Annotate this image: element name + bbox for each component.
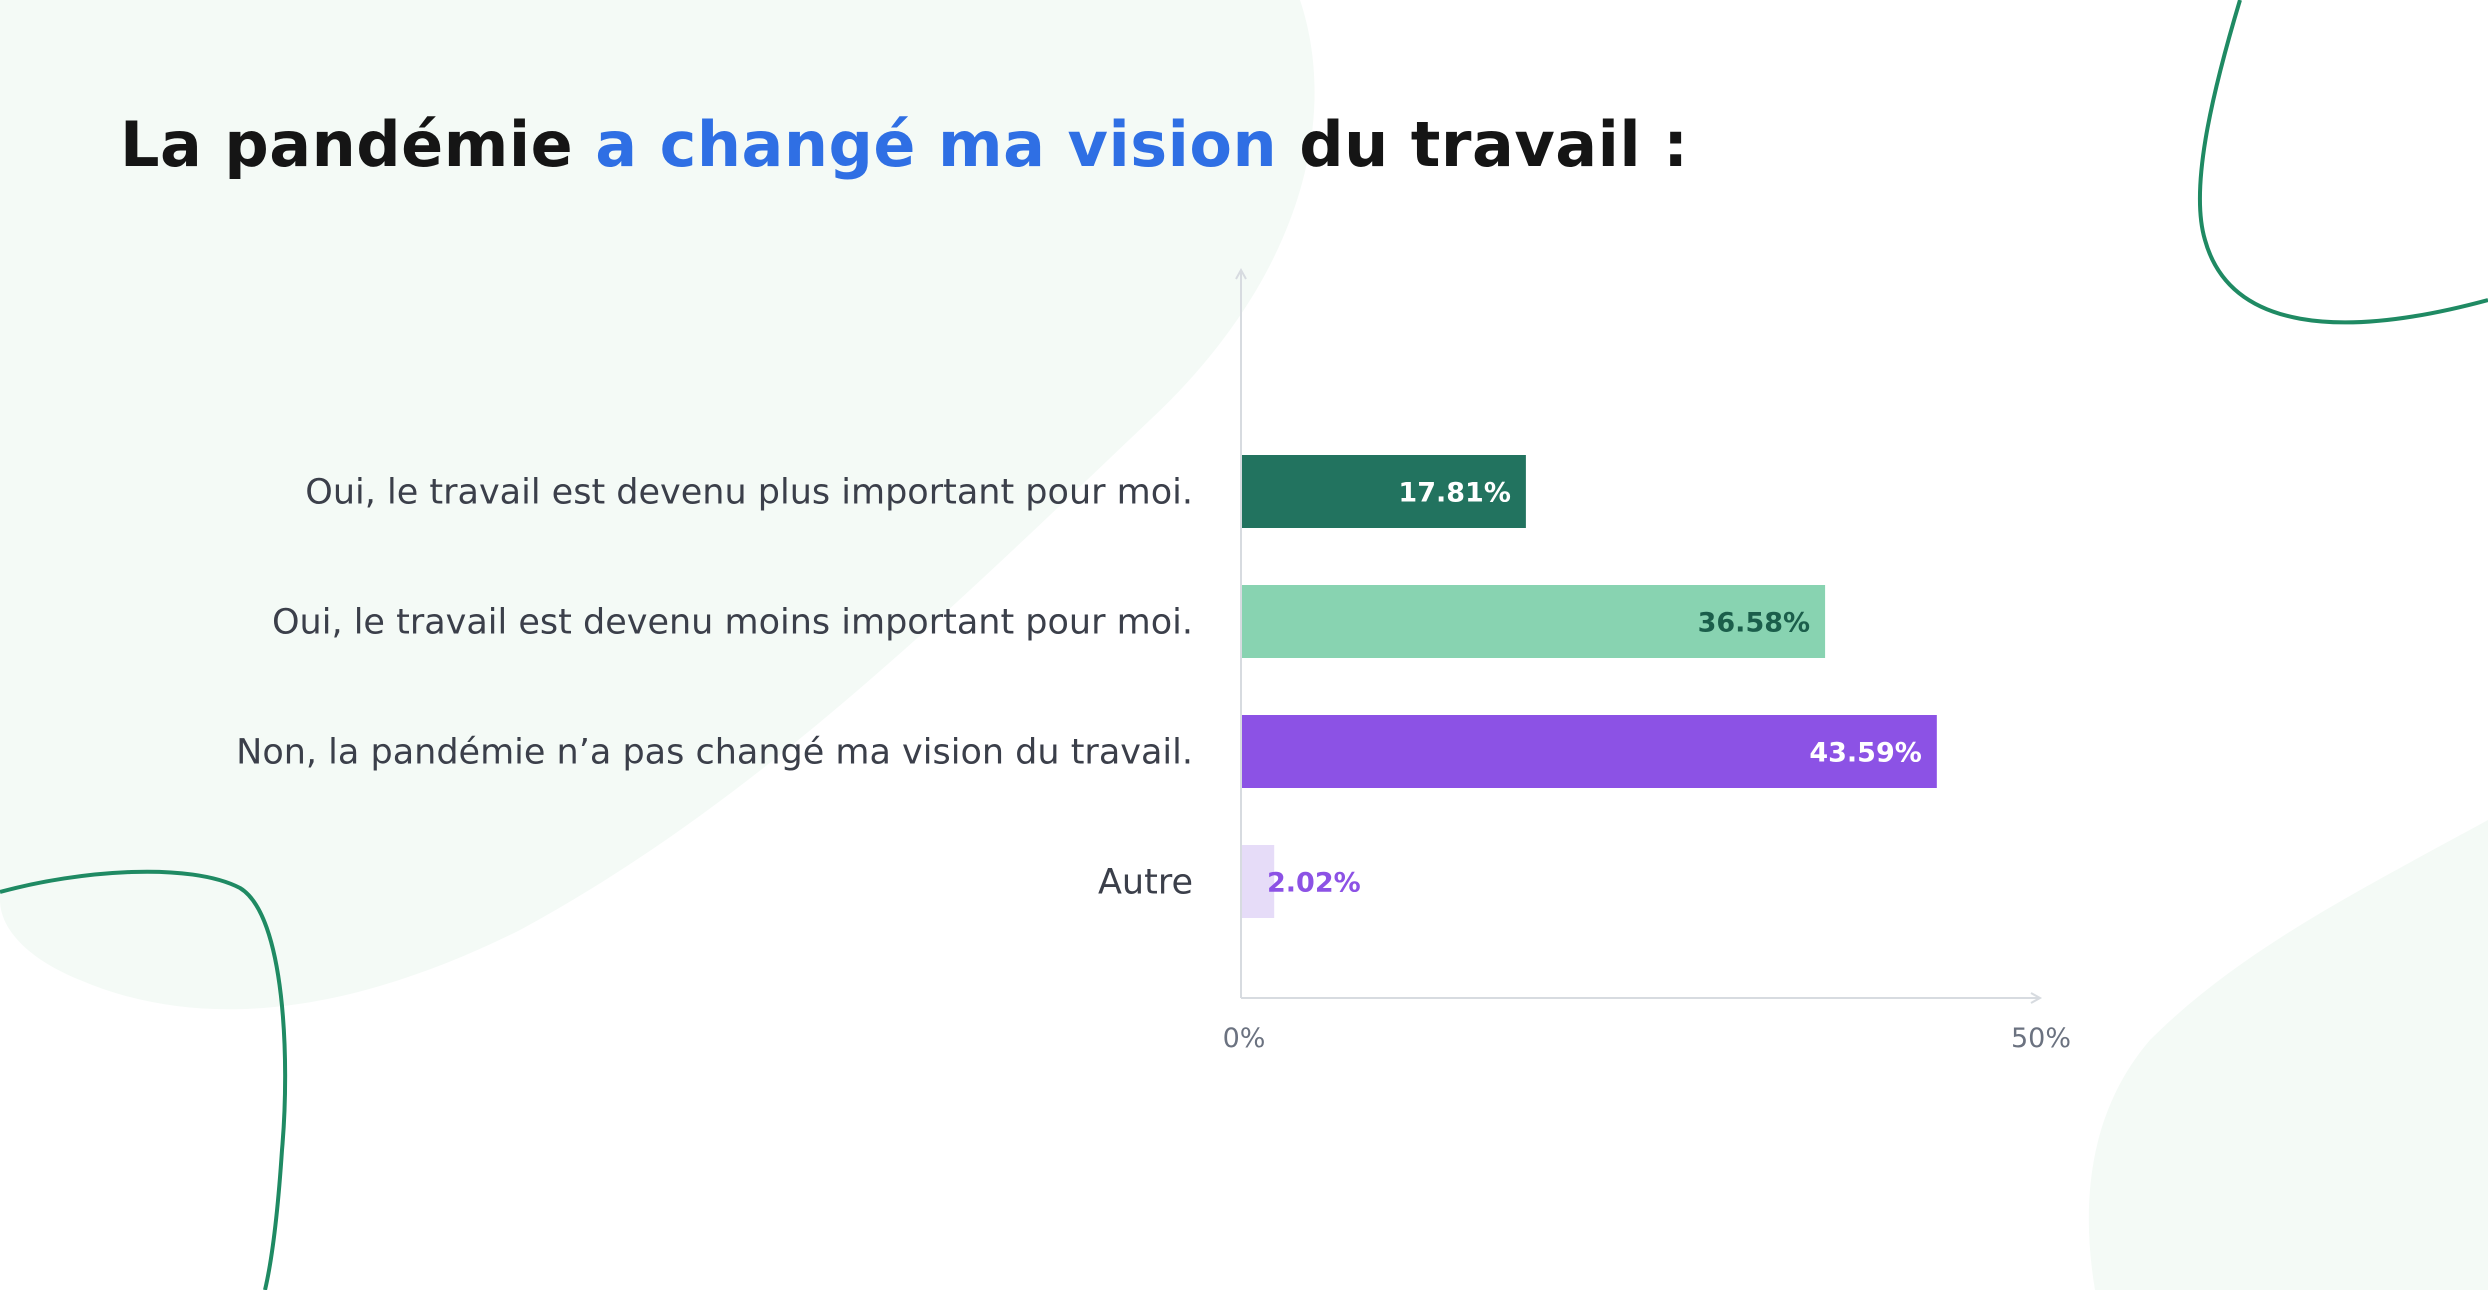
- background-blob-top-left: [0, 0, 1315, 1010]
- value-label-1: 17.81%: [1398, 478, 1510, 509]
- decorative-curve-top-right: [2197, 0, 2488, 325]
- tick-labels: 0% 50%: [1223, 1023, 2071, 1054]
- bars: [1242, 455, 1937, 918]
- y-axis-arrow: [1235, 267, 1247, 280]
- background-blob-bottom-right: [2088, 820, 2488, 1290]
- x-axis: [1241, 992, 2043, 1004]
- category-label-2: Oui, le travail est devenu moins importa…: [272, 603, 1193, 643]
- title-part-2: du travail :: [1277, 108, 1689, 181]
- title-part-1: La pandémie: [120, 108, 596, 181]
- value-label-2: 36.58%: [1698, 608, 1810, 639]
- value-label-4: 2.02%: [1267, 868, 1361, 899]
- decorative-curve-bottom-left: [0, 869, 288, 1290]
- category-label-4: Autre: [1098, 863, 1193, 903]
- title-accent: a changé ma vision: [595, 108, 1278, 181]
- value-label-3: 43.59%: [1809, 738, 1921, 769]
- value-labels: 17.81% 36.58% 43.59% 2.02%: [1267, 478, 1922, 899]
- page-title: La pandémie a changé ma vision du travai…: [120, 108, 1689, 181]
- x-axis-arrow: [2030, 992, 2043, 1004]
- category-label-3: Non, la pandémie n’a pas changé ma visio…: [236, 733, 1193, 773]
- y-axis: [1235, 267, 1247, 998]
- bar-4: [1242, 845, 1275, 918]
- category-labels: Oui, le travail est devenu plus importan…: [236, 473, 1193, 903]
- bar-1: [1242, 455, 1526, 528]
- category-label-1: Oui, le travail est devenu plus importan…: [305, 473, 1193, 513]
- bar-2: [1242, 585, 1826, 658]
- bar-3: [1242, 715, 1937, 788]
- tick-label-1: 0%: [1223, 1023, 1266, 1054]
- tick-label-2: 50%: [2011, 1023, 2071, 1054]
